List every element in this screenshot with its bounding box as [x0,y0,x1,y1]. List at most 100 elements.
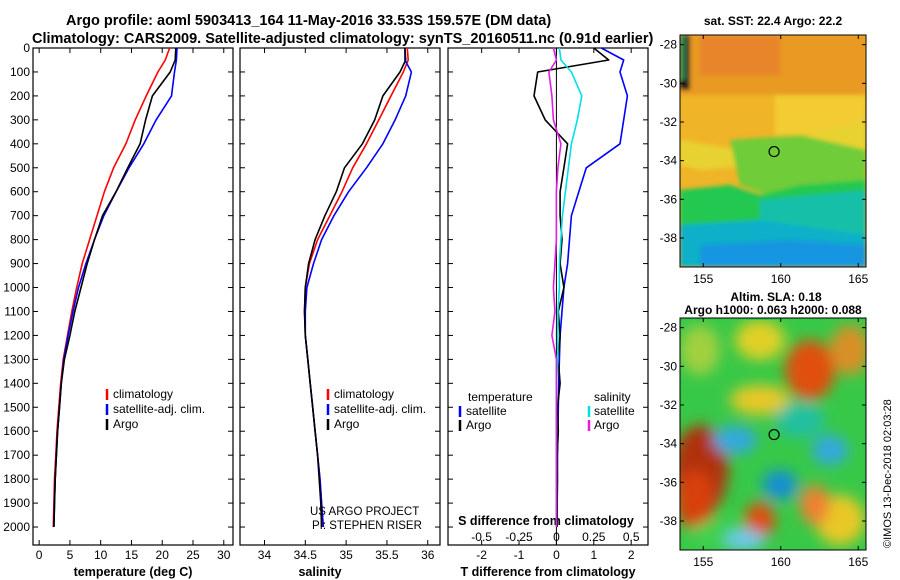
map-y-tick-label: -36 [660,475,678,489]
sst-map-axes: 155 160 165 -28 -30 -32 -34 -36 -38 [660,35,869,286]
y-tick-label: 1800 [3,472,30,486]
legend-label: satellite-adj. clim. [113,402,205,416]
x-tick-label: 34 [258,548,272,562]
y-tick-label: 900 [10,257,30,271]
legend-label: satellite-adj. clim. [334,402,426,416]
map-x-tick-label: 160 [771,272,791,286]
difference-series-s-argo [548,47,562,527]
x-tick-label: 0 [36,548,43,562]
y-tick-label: 0 [23,41,30,55]
map-x-tick-label: 160 [771,555,791,569]
y-tick-label: 1500 [3,400,30,414]
y-tick-label: 1700 [3,448,30,462]
map-x-tick-label: 165 [848,272,868,286]
project-note: US ARGO PROJECT [310,506,419,518]
y-tick-label: 2000 [3,520,30,534]
x-tick-label: 0 [553,548,560,562]
profile-location-marker-sla [768,428,780,441]
map-y-tick-label: -34 [660,437,678,451]
difference-xlabel: T difference from climatology [460,565,635,579]
map-y-tick-label: -36 [660,192,678,206]
y-tick-label: 600 [10,185,30,199]
difference-frame [447,47,649,546]
salinity-xlabel: salinity [298,565,341,579]
sla-field [680,320,866,550]
x2-tick-label: 0.25 [582,530,606,544]
pi-note: PI: STEPHEN RISER [312,520,422,532]
y-tick-label: 1000 [3,281,30,295]
x-tick-label: 10 [94,548,108,562]
x-tick-label: -1 [514,548,525,562]
map-y-tick-label: -30 [660,359,678,373]
x-tick-label: -2 [476,548,487,562]
legend-label: Argo [334,417,360,431]
map-y-tick-label: -34 [660,154,678,168]
legend-label: climatology [334,387,394,401]
temperature-panel: 0100200300400500600700800900100011001200… [3,41,234,579]
y-tick-label: 100 [10,65,30,79]
profile-panels: 0100200300400500600700800900100011001200… [3,41,649,579]
sla-map: 155 160 165 -28 -30 -32 -34 -36 -38 Altim. SLA: … [660,290,869,569]
difference-series-t-argo [533,47,610,527]
y-tick-label: 1900 [3,496,30,510]
y-tick-label: 1200 [3,328,30,342]
x-tick-label: 34.5 [294,548,318,562]
sst-map-title: sat. SST: 22.4 Argo: 22.2 [704,14,843,28]
y-tick-label: 700 [10,209,30,223]
x2-tick-label: 0.5 [623,530,640,544]
legend-label: Argo [113,417,139,431]
map-y-tick-label: -30 [660,76,678,90]
x-tick-label: 5 [67,548,74,562]
salinity-series-argo [303,47,407,528]
legend-label: temperature [468,390,533,404]
sla-map-title: Altim. SLA: 0.18 [730,290,822,304]
title-line-1: Argo profile: aoml 5903413_164 11-May-20… [66,13,551,29]
sst-map: 155 160 165 -28 -30 -32 -34 -36 -38 sat. SST: 22… [660,14,869,286]
y-tick-label: 800 [10,233,30,247]
y-tick-label: 400 [10,137,30,151]
y-tick-label: 1100 [4,304,30,318]
difference-panel: -2 -1 0 1 2 T difference from climatology -0.5… [447,47,649,579]
map-y-tick-label: -32 [660,115,678,129]
y-tick-label: 1300 [3,352,30,366]
map-y-tick-label: -28 [660,38,678,52]
x-tick-label: 20 [156,548,170,562]
x2-tick-label: -0.25 [505,530,533,544]
legend-label: climatology [113,387,173,401]
title-line-2: Climatology: CARS2009. Satellite-adjuste… [32,31,653,47]
x-tick-label: 35 [339,548,353,562]
temperature-series-argo [53,47,177,528]
x-tick-label: 35.5 [375,548,399,562]
x-tick-label: 30 [217,548,231,562]
x-tick-label: 15 [125,548,139,562]
y-tick-label: 1400 [3,376,30,390]
imos-credit: ©IMOS 13-Dec-2018 02:03:28 [882,399,894,548]
x-tick-label: 36 [421,548,435,562]
y-tick-label: 500 [10,161,30,175]
map-y-tick-label: -28 [660,321,678,335]
sla-map-axes: 155 160 165 -28 -30 -32 -34 -36 -38 [660,318,869,569]
sst-field [680,35,866,267]
legend-label: Argo [594,418,620,432]
s-difference-label: S difference from climatology [458,514,634,528]
map-y-tick-label: -38 [660,514,678,528]
temperature-xlabel: temperature (deg C) [74,565,193,579]
legend-label: satellite [466,404,507,418]
x-tick-label: 25 [186,548,200,562]
salinity-panel: 34 34.5 35 35.5 36 salinity climatologysatelli… [239,47,441,579]
map-x-tick-label: 155 [693,272,713,286]
sla-map-subtitle: Argo h1000: 0.063 h2000: 0.088 [684,303,862,317]
temperature-frame [32,47,234,546]
y-tick-label: 200 [10,89,30,103]
x-tick-label: 1 [590,548,597,562]
salinity-frame [239,47,441,546]
map-x-tick-label: 155 [693,555,713,569]
map-y-tick-label: -32 [660,398,678,412]
legend-label: satellite [594,404,635,418]
x2-tick-label: -0.5 [471,530,492,544]
profile-location-marker [768,145,780,158]
x2-tick-label: 0 [553,530,560,544]
map-y-tick-label: -38 [660,231,678,245]
y-tick-label: 1600 [3,424,30,438]
